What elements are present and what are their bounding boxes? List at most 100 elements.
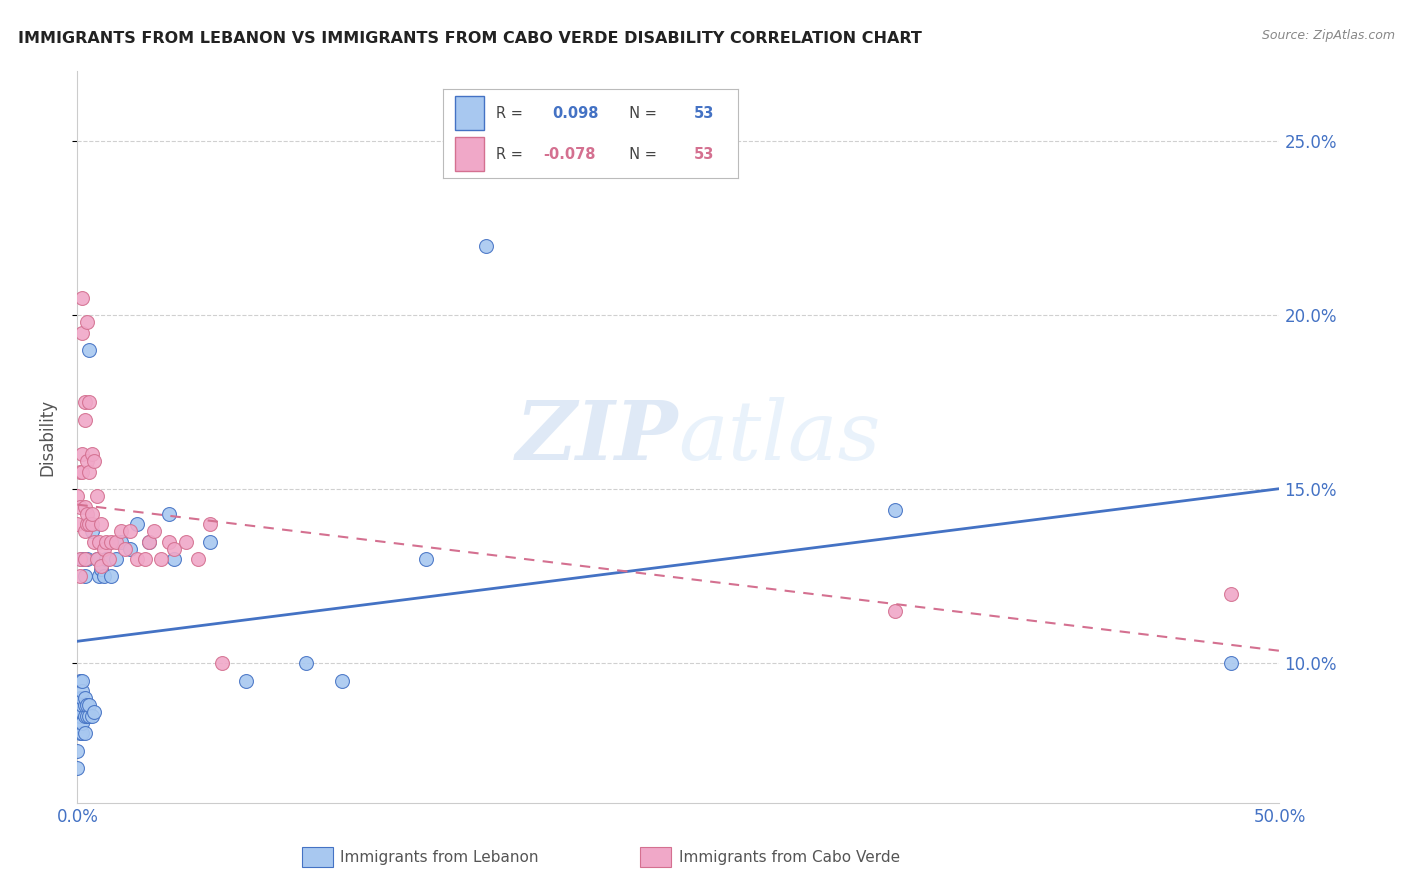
Point — [76, 708, 98, 723]
Text: 53: 53 — [695, 147, 714, 161]
Y-axis label: Disability: Disability — [38, 399, 56, 475]
Point — [127, 552, 149, 566]
Point — [73, 524, 96, 538]
Point — [69, 719, 91, 733]
Point — [66, 517, 89, 532]
Text: N =: N = — [620, 147, 662, 161]
Point — [93, 569, 115, 583]
Point — [211, 657, 233, 671]
Point — [69, 569, 91, 583]
Point — [73, 412, 96, 426]
Point — [70, 705, 93, 719]
Text: R =: R = — [496, 147, 527, 161]
Point — [110, 534, 132, 549]
Point — [79, 395, 101, 409]
Point — [80, 507, 103, 521]
Point — [66, 761, 89, 775]
Point — [86, 552, 108, 566]
Point — [86, 552, 108, 566]
Point — [90, 562, 112, 576]
Text: atlas: atlas — [679, 397, 880, 477]
Point — [138, 534, 160, 549]
Point — [415, 552, 437, 566]
Point — [883, 604, 905, 618]
Point — [104, 534, 127, 549]
Point — [73, 552, 96, 566]
Point — [79, 517, 101, 532]
Point — [76, 507, 98, 521]
Point — [70, 552, 93, 566]
Text: IMMIGRANTS FROM LEBANON VS IMMIGRANTS FROM CABO VERDE DISABILITY CORRELATION CHA: IMMIGRANTS FROM LEBANON VS IMMIGRANTS FR… — [18, 31, 922, 46]
Point — [69, 691, 91, 706]
Point — [150, 552, 173, 566]
Point — [174, 534, 197, 549]
Point — [120, 524, 142, 538]
Point — [76, 552, 98, 566]
Point — [80, 708, 103, 723]
Point — [70, 673, 93, 688]
Point — [87, 534, 110, 549]
Point — [70, 684, 93, 698]
Point — [76, 454, 98, 468]
Point — [1220, 587, 1243, 601]
Point — [157, 534, 180, 549]
Point — [187, 552, 209, 566]
Point — [86, 489, 108, 503]
Point — [69, 552, 91, 566]
Point — [73, 552, 96, 566]
Point — [294, 657, 316, 671]
Point — [69, 702, 91, 716]
Point — [79, 708, 101, 723]
Point — [79, 698, 101, 713]
Point — [110, 524, 132, 538]
Point — [134, 552, 156, 566]
Point — [162, 541, 184, 556]
Point — [83, 705, 105, 719]
Point — [93, 541, 115, 556]
Point — [104, 552, 127, 566]
Point — [79, 465, 101, 479]
Point — [883, 503, 905, 517]
Point — [1220, 657, 1243, 671]
Point — [70, 465, 93, 479]
Point — [73, 691, 96, 706]
Point — [475, 238, 498, 252]
Point — [70, 698, 93, 713]
Point — [90, 558, 112, 573]
Point — [73, 708, 96, 723]
Point — [100, 569, 122, 583]
Point — [127, 517, 149, 532]
Point — [83, 534, 105, 549]
Point — [79, 343, 101, 357]
Point — [76, 698, 98, 713]
Text: 53: 53 — [695, 106, 714, 120]
Point — [83, 454, 105, 468]
Point — [120, 541, 142, 556]
Text: 0.098: 0.098 — [553, 106, 599, 120]
Point — [70, 448, 93, 462]
Point — [80, 448, 103, 462]
Point — [73, 500, 96, 514]
Text: N =: N = — [620, 106, 662, 120]
Point — [162, 552, 184, 566]
Text: Source: ZipAtlas.com: Source: ZipAtlas.com — [1261, 29, 1395, 42]
FancyBboxPatch shape — [454, 137, 484, 171]
Point — [96, 552, 118, 566]
Text: Immigrants from Cabo Verde: Immigrants from Cabo Verde — [679, 850, 900, 864]
Point — [198, 534, 221, 549]
Point — [73, 395, 96, 409]
Point — [76, 517, 98, 532]
Point — [73, 698, 96, 713]
Point — [97, 552, 120, 566]
Point — [87, 569, 110, 583]
Point — [70, 715, 93, 730]
Point — [157, 507, 180, 521]
Point — [235, 673, 257, 688]
Point — [70, 726, 93, 740]
Text: -0.078: -0.078 — [543, 147, 596, 161]
Point — [66, 743, 89, 757]
Point — [90, 517, 112, 532]
Point — [76, 315, 98, 329]
Point — [138, 534, 160, 549]
Point — [330, 673, 353, 688]
